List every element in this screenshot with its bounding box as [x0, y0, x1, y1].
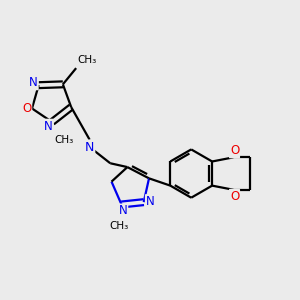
- Text: CH₃: CH₃: [78, 55, 97, 64]
- Text: N: N: [85, 141, 94, 154]
- Text: O: O: [230, 144, 239, 158]
- Text: N: N: [44, 120, 53, 133]
- Text: O: O: [230, 190, 239, 203]
- Text: CH₃: CH₃: [109, 221, 128, 231]
- Text: N: N: [29, 76, 38, 89]
- Text: O: O: [22, 102, 31, 115]
- Text: N: N: [118, 205, 127, 218]
- Text: CH₃: CH₃: [54, 135, 74, 145]
- Text: N: N: [146, 195, 154, 208]
